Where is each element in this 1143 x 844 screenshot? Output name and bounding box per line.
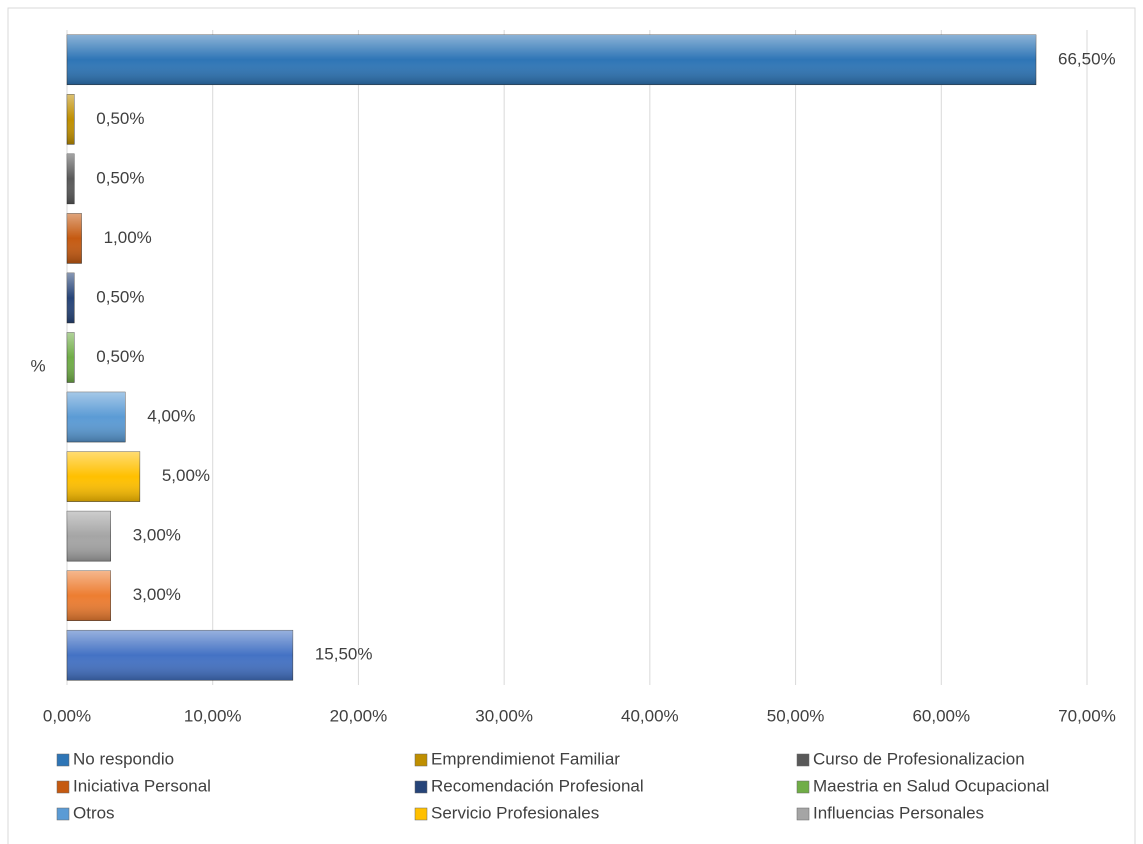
data-label: 0,50% <box>96 287 144 306</box>
bar-shine <box>67 392 126 443</box>
data-label: 0,50% <box>96 168 144 187</box>
data-label: 3,00% <box>133 585 181 604</box>
bar-shine <box>67 272 75 323</box>
legend-label: Curso de Profesionalizacion <box>813 749 1025 768</box>
legend-swatch <box>56 780 70 794</box>
x-tick-label: 40,00% <box>621 706 679 725</box>
legend-swatch <box>796 780 810 794</box>
bar-shine <box>67 34 1036 85</box>
data-label: 15,50% <box>315 645 373 664</box>
x-tick-label: 20,00% <box>330 706 388 725</box>
legend-swatch <box>414 780 428 794</box>
bar-shine <box>67 94 75 145</box>
bar-shine <box>67 213 82 264</box>
legend-label: Servicio Profesionales <box>431 803 599 822</box>
legend-swatch <box>56 753 70 767</box>
legend-label: Iniciativa Personal <box>73 776 211 795</box>
data-label: 4,00% <box>147 407 195 426</box>
legend-label: No respondio <box>73 749 174 768</box>
x-tick-label: 50,00% <box>767 706 825 725</box>
x-tick-label: 0,00% <box>43 706 91 725</box>
data-label: 5,00% <box>162 466 210 485</box>
legend-swatch <box>796 807 810 821</box>
data-label: 66,50% <box>1058 49 1116 68</box>
data-label: 0,50% <box>96 347 144 366</box>
data-label: 3,00% <box>133 526 181 545</box>
category-label: % <box>30 356 45 375</box>
legend-swatch <box>414 807 428 821</box>
bar-shine <box>67 511 111 562</box>
data-label: 1,00% <box>104 228 152 247</box>
legend-label: Otros <box>73 803 115 822</box>
data-label: 0,50% <box>96 109 144 128</box>
bar-shine <box>67 153 75 204</box>
bar-shine <box>67 332 75 383</box>
x-tick-label: 30,00% <box>475 706 533 725</box>
chart-border <box>7 7 1136 844</box>
bar-shine <box>67 630 293 681</box>
legend-swatch <box>56 807 70 821</box>
x-tick-label: 10,00% <box>184 706 242 725</box>
legend-label: Influencias Personales <box>813 803 984 822</box>
legend-label: Recomendación Profesional <box>431 776 644 795</box>
x-tick-label: 60,00% <box>912 706 970 725</box>
legend-label: Emprendimienot Familiar <box>431 749 620 768</box>
bar-shine <box>67 570 111 621</box>
x-tick-label: 70,00% <box>1058 706 1116 725</box>
legend-swatch <box>796 753 810 767</box>
bar-shine <box>67 451 140 502</box>
legend-label: Maestria en Salud Ocupacional <box>813 776 1049 795</box>
legend-swatch <box>414 753 428 767</box>
